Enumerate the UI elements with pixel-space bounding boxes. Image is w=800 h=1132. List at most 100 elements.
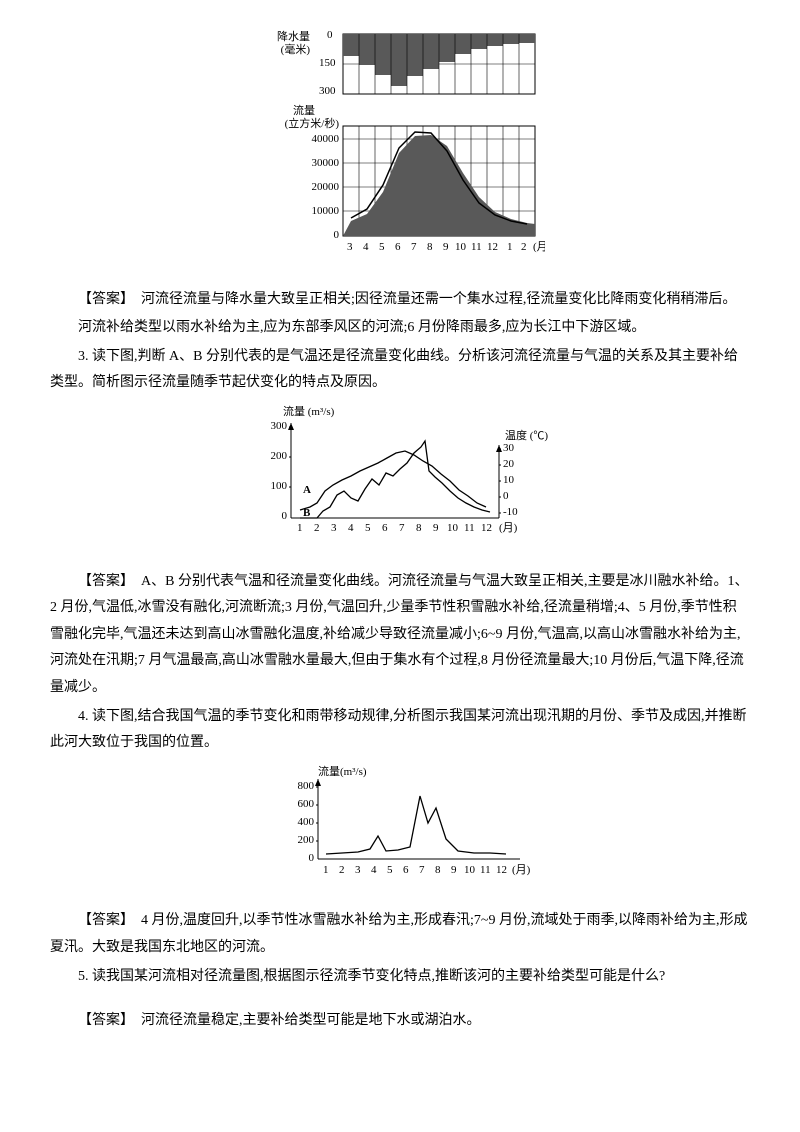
svg-text:600: 600	[298, 798, 315, 810]
svg-text:200: 200	[298, 834, 315, 846]
answer4: 【答案】 4 月份,温度回升,以季节性冰雪融水补给为主,形成春汛;7~9 月份,…	[50, 908, 750, 961]
flow-label-1: 流量	[293, 103, 315, 117]
chart2-axes	[288, 423, 502, 518]
svg-text:9: 9	[451, 864, 457, 876]
chart2-B: B	[303, 507, 311, 519]
svg-text:11: 11	[464, 522, 475, 534]
svg-text:8: 8	[427, 241, 433, 253]
flow-panel	[343, 126, 535, 236]
precip-y0: 0	[327, 29, 333, 41]
svg-text:1: 1	[507, 241, 513, 253]
chart3-xlabels: 123 456 789 101112 (月)	[323, 864, 530, 876]
answer4-text: 4 月份,温度回升,以季节性冰雪融水补给为主,形成春汛;7~9 月份,流域处于雨…	[50, 913, 747, 955]
chart2-ylabel-right: 温度 (℃)	[505, 428, 548, 442]
svg-text:6: 6	[382, 522, 388, 534]
precip-label-2: (毫米)	[281, 42, 311, 56]
chart3-line	[326, 796, 506, 854]
svg-text:20: 20	[503, 458, 515, 470]
flow-y4: 40000	[312, 133, 340, 145]
chart1-xlabels: 345 678 9 10 11 12 12 (月)	[347, 241, 545, 253]
chart3-ylabel: 流量(m³/s)	[318, 764, 367, 778]
svg-text:200: 200	[271, 450, 288, 462]
answer-label-4: 【答案】	[78, 913, 141, 928]
question5: 5. 读我国某河流相对径流量图,根据图示径流季节变化特点,推断该河的主要补给类型…	[50, 964, 750, 991]
svg-text:-10: -10	[503, 506, 518, 518]
svg-text:10: 10	[447, 522, 459, 534]
question4: 4. 读下图,结合我国气温的季节变化和雨带移动规律,分析图示我国某河流出现汛期的…	[50, 704, 750, 757]
svg-text:30: 30	[503, 442, 515, 454]
answer3: 【答案】 A、B 分别代表气温和径流量变化曲线。河流径流量与气温大致呈正相关,主…	[50, 569, 750, 702]
svg-text:3: 3	[355, 864, 361, 876]
svg-text:4: 4	[371, 864, 377, 876]
precip-y1: 150	[319, 57, 336, 69]
flow-label-2: (立方米/秒)	[285, 116, 340, 130]
chart2-lineB	[300, 441, 490, 518]
svg-text:1: 1	[323, 864, 329, 876]
chart3: 流量(m³/s) 800 600 400 200 0 123 456 789 1…	[270, 763, 530, 888]
svg-text:8: 8	[416, 522, 422, 534]
svg-text:5: 5	[379, 241, 385, 253]
svg-text:3: 3	[347, 241, 353, 253]
chart3-axes	[315, 779, 520, 859]
flow-y0: 0	[334, 229, 340, 241]
svg-text:9: 9	[433, 522, 439, 534]
svg-text:7: 7	[419, 864, 425, 876]
svg-text:9: 9	[443, 241, 449, 253]
chart2-xlabels: 123 456 789 101112 (月)	[297, 522, 518, 534]
svg-text:5: 5	[365, 522, 371, 534]
svg-text:5: 5	[387, 864, 393, 876]
chart2-lineA	[300, 451, 486, 510]
svg-text:10: 10	[464, 864, 476, 876]
svg-text:0: 0	[503, 490, 509, 502]
answer-label: 【答案】	[78, 292, 141, 307]
chart2-xsuffix: (月)	[499, 522, 518, 534]
svg-text:12: 12	[487, 241, 498, 253]
svg-text:2: 2	[521, 241, 527, 253]
answer1-text: 河流径流量与降水量大致呈正相关;因径流量还需一个集水过程,径流量变化比降雨变化稍…	[141, 292, 736, 307]
precip-panel	[343, 34, 535, 94]
svg-text:10: 10	[503, 474, 515, 486]
svg-text:6: 6	[395, 241, 401, 253]
svg-text:4: 4	[348, 522, 354, 534]
chart3-xsuffix: (月)	[512, 864, 530, 876]
answer1: 【答案】 河流径流量与降水量大致呈正相关;因径流量还需一个集水过程,径流量变化比…	[50, 287, 750, 314]
chart2-wrap: 流量 (m³/s) 温度 (℃) 300 200 100 0 30 20 10 …	[50, 403, 750, 559]
svg-text:7: 7	[399, 522, 405, 534]
svg-text:11: 11	[480, 864, 491, 876]
answer-label-5: 【答案】	[78, 1013, 141, 1028]
svg-text:0: 0	[309, 852, 315, 864]
answer1b: 河流补给类型以雨水补给为主,应为东部季风区的河流;6 月份降雨最多,应为长江中下…	[50, 315, 750, 342]
chart1-wrap: 降水量 (毫米) 0 150 300 流量	[50, 26, 750, 277]
svg-text:10: 10	[455, 241, 467, 253]
precip-y2: 300	[319, 85, 336, 97]
answer3-text: A、B 分别代表气温和径流量变化曲线。河流径流量与气温大致呈正相关,主要是冰川融…	[50, 574, 748, 695]
svg-text:800: 800	[298, 780, 315, 792]
flow-y1: 10000	[312, 205, 340, 217]
svg-text:3: 3	[331, 522, 337, 534]
svg-text:6: 6	[403, 864, 409, 876]
svg-text:300: 300	[271, 420, 288, 432]
svg-text:1: 1	[297, 522, 303, 534]
answer5: 【答案】 河流径流量稳定,主要补给类型可能是地下水或湖泊水。	[50, 1008, 750, 1035]
svg-text:2: 2	[339, 864, 345, 876]
chart2-ylabel-left: 流量 (m³/s)	[283, 404, 335, 418]
precip-label-1: 降水量	[277, 29, 310, 43]
answer-label-3: 【答案】	[78, 574, 141, 589]
svg-text:8: 8	[435, 864, 441, 876]
svg-text:11: 11	[471, 241, 482, 253]
svg-text:2: 2	[314, 522, 320, 534]
question3: 3. 读下图,判断 A、B 分别代表的是气温还是径流量变化曲线。分析该河流径流量…	[50, 344, 750, 397]
chart1-xsuffix: (月)	[533, 241, 545, 253]
svg-text:4: 4	[363, 241, 369, 253]
svg-text:12: 12	[496, 864, 507, 876]
chart2: 流量 (m³/s) 温度 (℃) 300 200 100 0 30 20 10 …	[245, 403, 555, 548]
svg-text:100: 100	[271, 480, 288, 492]
chart2-A: A	[303, 484, 311, 496]
svg-text:7: 7	[411, 241, 417, 253]
svg-text:0: 0	[282, 510, 288, 522]
flow-y3: 30000	[312, 157, 340, 169]
svg-text:400: 400	[298, 816, 315, 828]
svg-text:12: 12	[481, 522, 492, 534]
answer5-text: 河流径流量稳定,主要补给类型可能是地下水或湖泊水。	[141, 1013, 481, 1028]
flow-y2: 20000	[312, 181, 340, 193]
